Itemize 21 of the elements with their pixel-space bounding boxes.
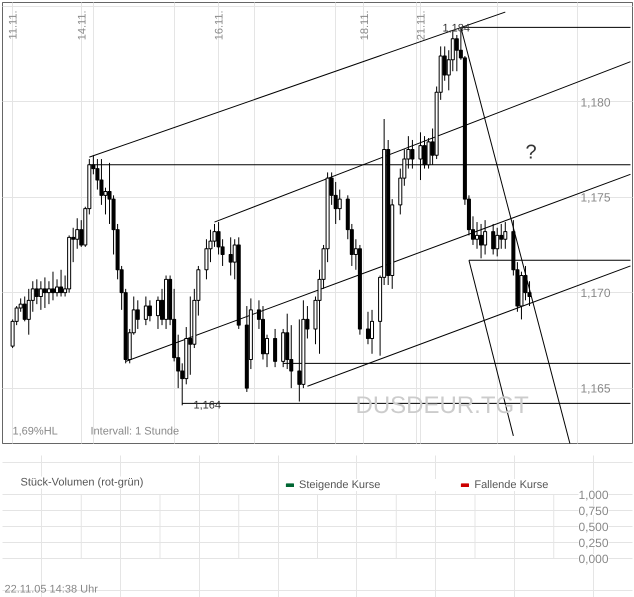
annotation: ?: [526, 142, 537, 164]
y-tick-label: 0,000: [578, 552, 609, 566]
x-tick-label: 14.11.: [76, 10, 88, 40]
y-tick-label: 1,180: [580, 95, 611, 110]
x-tick-label: 21.11.: [415, 10, 428, 40]
legend-label: Fallende Kurse: [474, 479, 548, 491]
chart-title: Stück-Volumen (rot-grün): [20, 476, 144, 488]
y-tick-label: 0,250: [578, 536, 609, 550]
y-tick-label: 0,500: [578, 520, 609, 534]
annotation: 1,69%HL: [12, 426, 58, 438]
y-tick-label: 1,175: [580, 190, 611, 205]
legend-label: Steigende Kurse: [299, 479, 380, 491]
y-tick-label: 1,165: [580, 382, 611, 396]
text: 22.11.05 14:38 Uhr: [4, 584, 98, 596]
y-tick-label: 1,170: [580, 286, 611, 300]
x-tick-label: 18.11.: [358, 10, 371, 40]
y-tick-label: 0,750: [578, 504, 609, 518]
annotation: Intervall: 1 Stunde: [90, 426, 180, 438]
y-tick-label: 1,000: [578, 488, 609, 502]
x-tick-label: 11.11.: [8, 10, 20, 40]
x-tick-label: 16.11.: [214, 10, 226, 40]
